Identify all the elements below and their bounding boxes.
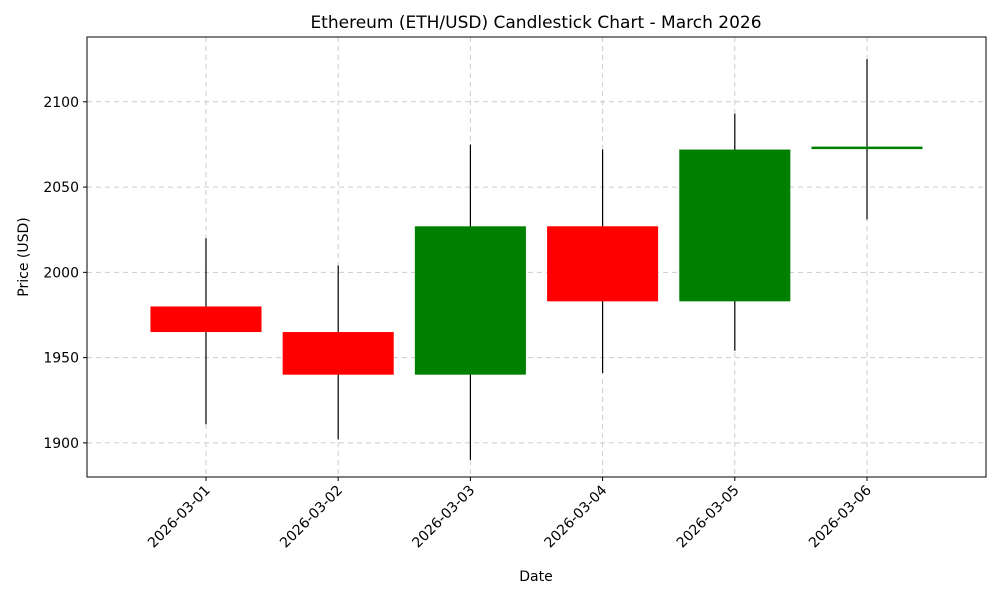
x-axis-ticks: 2026-03-01 2026-03-02 2026-03-03 2026-03-04… <box>145 477 875 551</box>
y-axis-ticks: 1900 1950 2000 2050 2100 <box>43 95 87 452</box>
y-tick-label: 2050 <box>43 180 79 196</box>
candle-body-down <box>150 306 262 333</box>
grid-layer <box>87 37 986 477</box>
candle-body-up <box>414 226 526 375</box>
x-tick-label: 2026-03-03 <box>409 483 478 552</box>
candle-body-down <box>282 332 394 375</box>
y-tick-label: 2000 <box>43 265 79 281</box>
y-tick-label: 1900 <box>43 436 79 452</box>
y-tick-label: 2100 <box>43 95 79 111</box>
x-tick-label: 2026-03-04 <box>542 482 611 551</box>
y-tick-label: 1950 <box>43 351 79 367</box>
chart-title: Ethereum (ETH/USD) Candlestick Chart - M… <box>310 13 761 33</box>
x-tick-label: 2026-03-06 <box>806 482 875 551</box>
candle-layer <box>150 59 923 460</box>
x-tick-label: 2026-03-05 <box>674 483 743 552</box>
x-tick-label: 2026-03-01 <box>145 483 214 552</box>
plot-frame <box>86 36 987 478</box>
candle-body-up <box>679 149 791 302</box>
x-tick-label: 2026-03-02 <box>277 483 346 552</box>
candle-body-up <box>811 146 923 150</box>
y-axis-label: Price (USD) <box>16 217 32 296</box>
x-axis-label: Date <box>519 569 552 585</box>
candle-body-down <box>547 226 659 302</box>
